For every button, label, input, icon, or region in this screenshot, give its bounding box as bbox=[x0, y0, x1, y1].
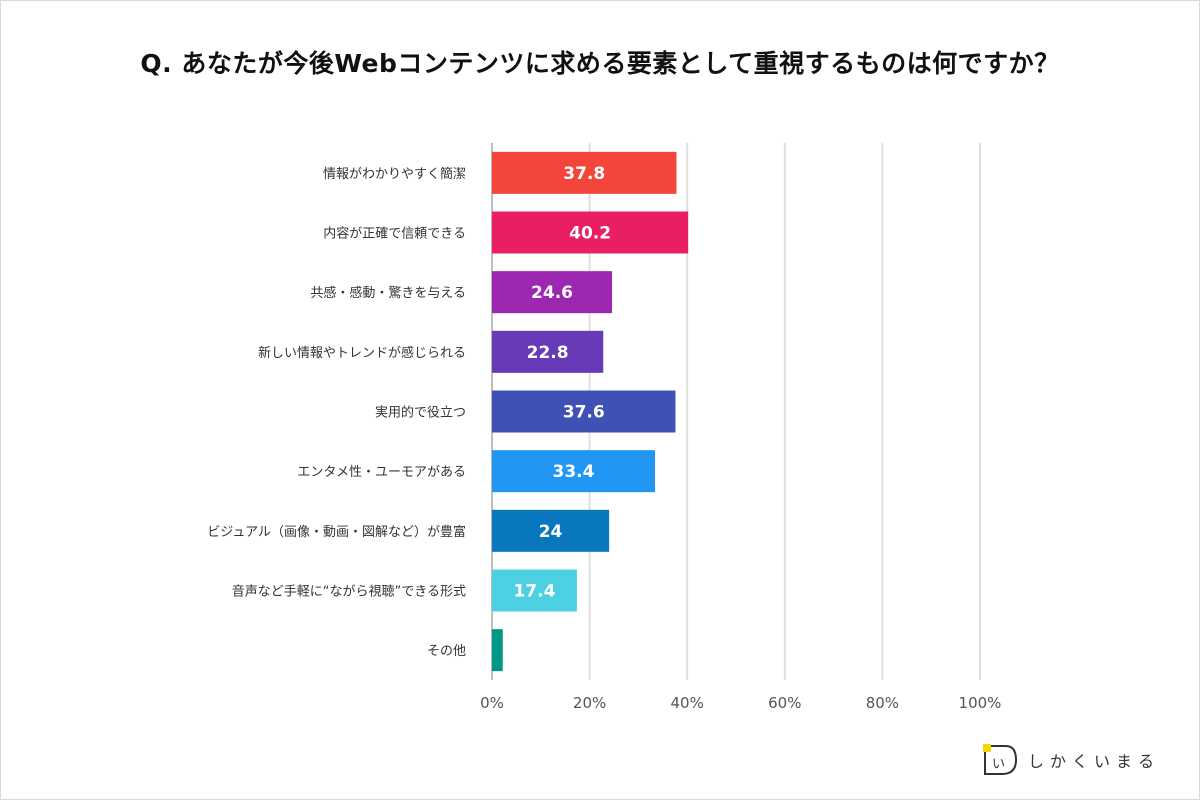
bar-value-label: 40.2 bbox=[569, 224, 611, 244]
x-tick-label: 0% bbox=[480, 694, 504, 712]
bar bbox=[492, 330, 604, 373]
brand-logo-glyph: い bbox=[992, 757, 1005, 772]
brand-logo-icon: い bbox=[983, 744, 1018, 775]
x-tick-label: 100% bbox=[959, 694, 1002, 712]
category-label: 音声など手軽に“ながら視聴”できる形式 bbox=[232, 584, 466, 600]
bar-value-label: 37.8 bbox=[563, 164, 605, 184]
chart-title: Q. あなたが今後Webコンテンツに求める要素として重視するものは何ですか？ bbox=[140, 49, 1060, 78]
bar-value-label: 17.4 bbox=[513, 582, 555, 602]
category-labels: 情報がわかりやすく簡潔内容が正確で信頼できる共感・感動・驚きを与える新しい情報や… bbox=[207, 167, 466, 659]
category-label: その他 bbox=[427, 644, 466, 659]
category-label: 新しい情報やトレンドが感じられる bbox=[258, 345, 466, 361]
x-tick-label: 40% bbox=[671, 694, 704, 712]
bar bbox=[492, 390, 676, 433]
category-label: 情報がわかりやすく簡潔 bbox=[323, 167, 466, 182]
x-tick-label: 20% bbox=[573, 694, 606, 712]
category-label: ビジュアル（画像・動画・図解など）が豊富 bbox=[207, 524, 466, 540]
bar bbox=[492, 271, 613, 314]
bar bbox=[492, 151, 677, 194]
bar bbox=[492, 629, 503, 672]
x-tick-label: 60% bbox=[768, 694, 801, 712]
category-label: 共感・感動・驚きを与える bbox=[310, 285, 466, 301]
bar-value-label: 33.4 bbox=[553, 462, 595, 482]
bar bbox=[492, 569, 577, 612]
brand: い しかくいまる bbox=[980, 742, 1180, 778]
bar-value-label: 24.6 bbox=[531, 283, 573, 303]
x-tick-label: 80% bbox=[866, 694, 899, 712]
x-axis-ticks: 0% 20% 40% 60% 80% 100% bbox=[480, 694, 1001, 712]
category-label: 実用的で役立つ bbox=[375, 405, 466, 421]
bar bbox=[492, 509, 610, 552]
bar bbox=[492, 450, 655, 493]
brand-name: しかくいまる bbox=[1028, 752, 1161, 771]
bar bbox=[492, 211, 689, 254]
bar-value-label: 22.8 bbox=[527, 343, 569, 363]
bar-value-label: 37.6 bbox=[563, 403, 605, 423]
category-label: 内容が正確で信頼できる bbox=[323, 226, 466, 242]
category-label: エンタメ性・ユーモアがある bbox=[297, 465, 466, 480]
bar-value-label: 24 bbox=[539, 522, 563, 542]
bars: 37.8 40.2 24.6 22.8 37.6 33.4 24 17.4 bbox=[492, 151, 689, 672]
